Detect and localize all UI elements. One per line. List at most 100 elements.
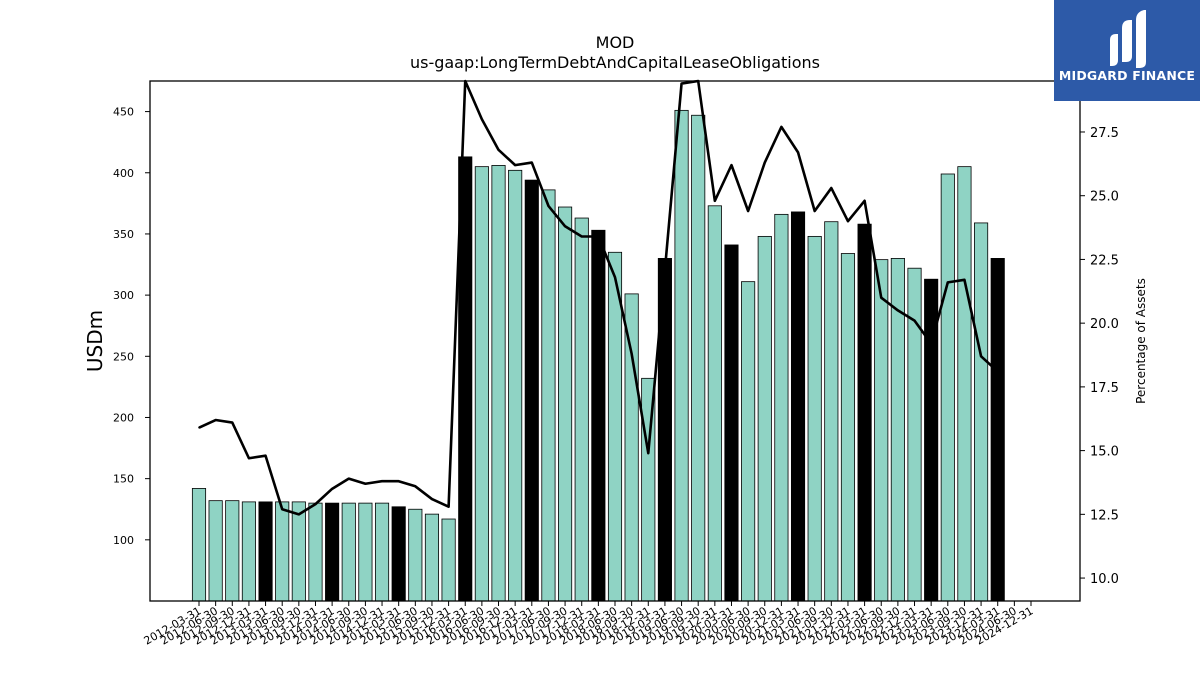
x-axis: 2012-03-312012-06-302012-09-302012-12-31…: [142, 601, 1036, 648]
line-point-2023-12-31: [980, 355, 982, 358]
line-point-2013-09-30: [298, 513, 300, 516]
bar-2023-06-30: [940, 173, 955, 602]
chart-title: MOD: [596, 33, 635, 52]
bar-2023-09-30: [957, 166, 972, 602]
bar-2014-09-30: [358, 502, 373, 602]
bar-2017-03-31: [524, 179, 539, 602]
line-point-2021-12-31: [847, 220, 849, 222]
y-tick-label: 250: [113, 350, 134, 363]
y2-tick-label: 27.5: [1090, 126, 1119, 141]
bar-2020-09-30: [757, 235, 772, 602]
bar-2015-03-31: [391, 506, 406, 602]
bar-2022-03-31: [857, 223, 872, 602]
bar-2015-09-30: [424, 513, 440, 602]
line-point-2014-09-30: [364, 482, 367, 485]
y2-tick-label: 15.0: [1090, 445, 1119, 460]
y2-tick-label: 17.5: [1090, 381, 1119, 396]
line-point-2017-12-31: [580, 235, 583, 238]
line-point-2014-03-31: [331, 488, 333, 490]
y2-tick-label: 20.0: [1090, 317, 1119, 332]
line-point-2019-03-31: [664, 268, 666, 271]
line-point-2024-03-31: [996, 370, 999, 373]
bar-2021-03-31: [790, 211, 806, 602]
line-point-2020-06-30: [747, 210, 749, 212]
line-point-2016-06-30: [481, 118, 483, 121]
bar-2012-06-30: [208, 500, 223, 602]
bar-2018-09-30: [624, 293, 639, 602]
line-point-2023-06-30: [947, 281, 949, 284]
y-axis-right: 10.0 12.5 15.0 17.5 20.0 22.5 25.0 27.5: [1080, 126, 1119, 587]
line-point-2012-09-30: [231, 421, 234, 424]
y-tick-label: 150: [113, 473, 134, 486]
y-tick-label: 400: [113, 167, 134, 180]
bar-2020-12-31: [774, 213, 789, 602]
line-point-2018-06-30: [614, 276, 616, 279]
line-point-2012-12-31: [248, 457, 250, 460]
bar-2014-06-30: [341, 502, 356, 602]
line-point-2015-06-30: [414, 485, 417, 488]
line-point-2018-03-31: [597, 235, 600, 238]
y-tick-label: 300: [113, 289, 134, 302]
logo-text: MIDGARD FINANCE: [1058, 68, 1196, 83]
bar-2021-06-30: [807, 235, 822, 602]
bar-2019-09-30: [691, 114, 706, 602]
line-point-2022-03-31: [863, 200, 866, 202]
y-tick-label: 450: [113, 106, 134, 119]
line-point-2015-09-30: [431, 498, 433, 500]
bar-2015-06-30: [408, 508, 423, 602]
line-point-2018-12-31: [647, 452, 650, 454]
y2-tick-label: 12.5: [1090, 508, 1119, 523]
line-point-2015-03-31: [397, 480, 400, 483]
line-point-2023-03-31: [930, 342, 932, 345]
midgard-m-icon: [1110, 10, 1146, 68]
line-point-2013-12-31: [314, 503, 317, 505]
bar-2014-03-31: [325, 502, 340, 602]
bar-2016-09-30: [491, 165, 506, 602]
bar-2012-03-31: [191, 488, 207, 602]
line-point-2018-09-30: [630, 352, 633, 355]
bar-2012-09-30: [225, 500, 240, 602]
line-point-2020-09-30: [763, 161, 766, 164]
line-point-2017-09-30: [564, 225, 566, 228]
line-point-2012-03-31: [198, 426, 200, 429]
bar-2019-12-31: [707, 205, 722, 602]
y2-tick-label: 10.0: [1090, 572, 1119, 587]
bar-2021-09-30: [824, 221, 839, 602]
bar-2013-06-30: [275, 501, 290, 602]
y-tick-label: 200: [113, 411, 134, 424]
line-point-2017-06-30: [547, 205, 550, 207]
line-point-2014-12-31: [381, 480, 383, 483]
bar-2020-03-31: [724, 244, 739, 602]
line-point-2020-03-31: [730, 164, 733, 166]
line-point-2019-06-30: [680, 82, 683, 85]
bar-2018-03-31: [591, 229, 606, 602]
bar-2016-12-31: [508, 169, 523, 602]
bar-2020-06-30: [741, 281, 756, 602]
bar-2012-12-31: [241, 501, 256, 602]
bar-series: [191, 109, 1005, 602]
y-tick-label: 100: [113, 534, 134, 547]
midgard-finance-logo: MIDGARD FINANCE: [1054, 0, 1200, 101]
bar-2017-09-30: [558, 206, 573, 602]
line-point-2016-09-30: [497, 149, 500, 151]
bar-2017-12-31: [574, 217, 589, 602]
line-point-2022-06-30: [880, 296, 883, 299]
bar-2013-09-30: [291, 501, 306, 602]
y2-tick-label: 22.5: [1090, 253, 1119, 268]
bar-2019-06-30: [674, 109, 689, 602]
line-point-2021-09-30: [830, 187, 833, 189]
line-point-2021-03-31: [797, 151, 799, 154]
line-point-2014-06-30: [347, 477, 350, 480]
bar-2013-12-31: [308, 502, 323, 602]
y-axis-left: 100 150 200 250 300 350 400 450: [113, 106, 150, 547]
bar-2016-06-30: [474, 166, 489, 602]
bar-2015-12-31: [441, 518, 456, 602]
bar-2017-06-30: [541, 189, 556, 602]
line-point-2022-09-30: [897, 309, 899, 312]
y2-tick-label: 25.0: [1090, 190, 1119, 205]
y-tick-label: 350: [113, 228, 134, 241]
line-point-2013-03-31: [264, 454, 267, 457]
chart-subtitle: us-gaap:LongTermDebtAndCapitalLeaseOblig…: [410, 53, 820, 72]
line-point-2020-12-31: [780, 126, 783, 128]
line-point-2023-09-30: [963, 279, 966, 281]
